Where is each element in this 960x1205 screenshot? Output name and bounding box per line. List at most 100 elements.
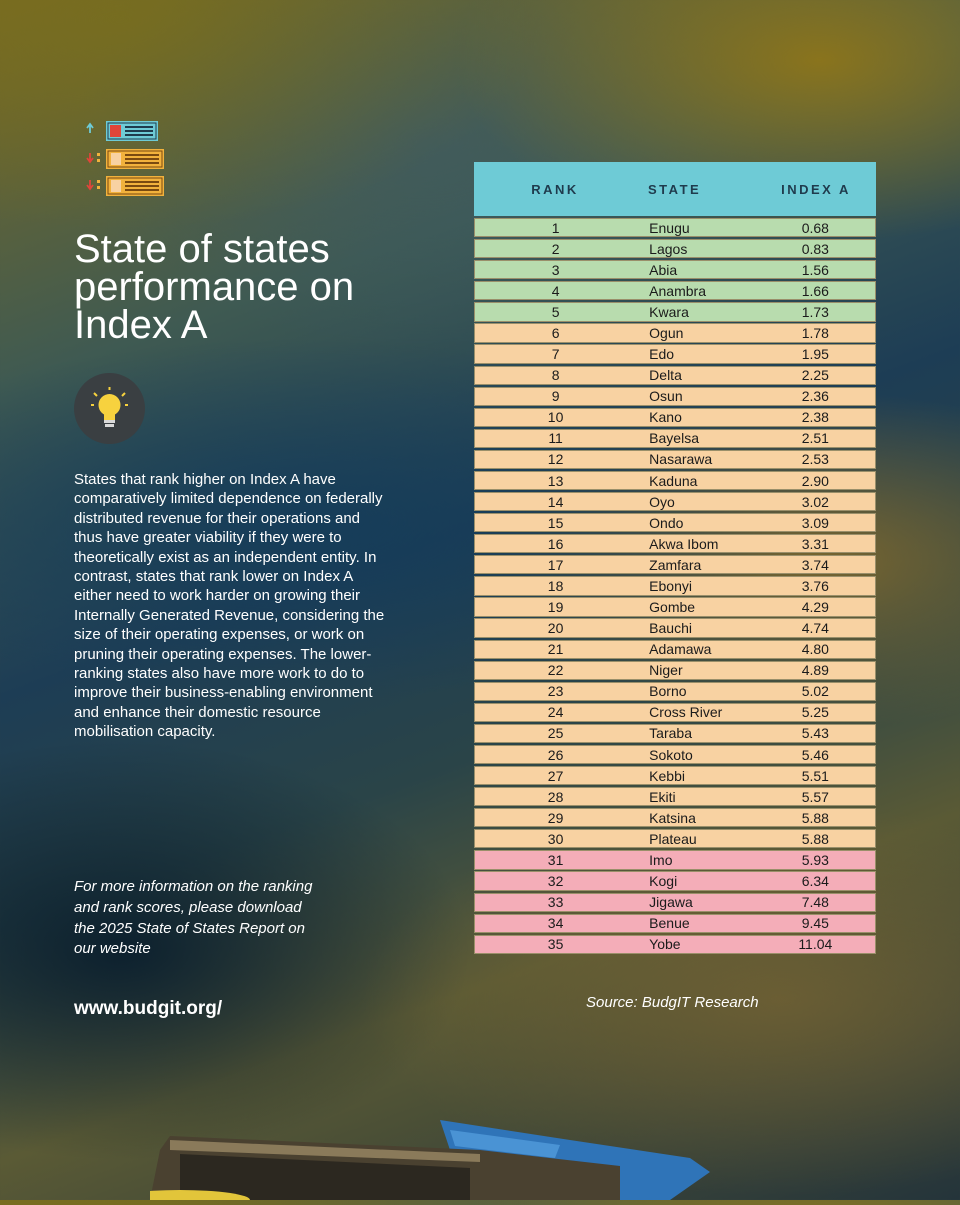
index-cell: 5.93: [801, 851, 829, 868]
index-cell: 2.51: [801, 430, 829, 447]
index-cell: 9.45: [801, 915, 829, 932]
index-cell: 3.74: [801, 556, 829, 573]
state-cell: Edo: [649, 346, 675, 363]
table-row: 32 Kogi 6.34: [474, 871, 876, 891]
rank-cell: 18: [547, 577, 564, 594]
rank-cell: 6: [551, 324, 560, 341]
rank-cell: 31: [547, 851, 564, 868]
state-cell: Kwara: [649, 303, 689, 320]
rank-cell: 34: [547, 915, 564, 932]
rank-cell: 25: [547, 725, 564, 742]
table-row: 27 Kebbi 5.51: [474, 766, 876, 786]
index-cell: 5.88: [801, 809, 829, 826]
table-row: 29 Katsina 5.88: [474, 808, 876, 828]
rank-cell: 33: [547, 894, 564, 911]
state-cell: Abia: [649, 261, 678, 278]
table-row: 12 Nasarawa 2.53: [474, 449, 876, 470]
rank-cell: 8: [551, 367, 560, 384]
index-cell: 5.46: [801, 746, 829, 763]
rank-cell: 13: [547, 472, 564, 489]
index-cell: 0.83: [801, 240, 829, 257]
index-cell: 4.74: [801, 620, 829, 637]
website-link[interactable]: www.budgit.org/: [74, 998, 223, 1019]
rank-cell: 1: [551, 219, 560, 236]
state-cell: Imo: [649, 851, 673, 868]
state-cell: Kano: [649, 409, 682, 426]
index-cell: 3.76: [801, 577, 829, 594]
table-row: 26 Sokoto 5.46: [474, 744, 876, 765]
index-cell: 2.25: [801, 367, 829, 384]
index-cell: 5.51: [801, 767, 829, 784]
table-row: 25 Taraba 5.43: [474, 723, 876, 744]
index-cell: 2.53: [801, 451, 829, 468]
state-cell: Bayelsa: [649, 430, 699, 447]
state-cell: Zamfara: [649, 556, 702, 573]
index-cell: 2.36: [801, 388, 829, 405]
index-cell: 1.73: [801, 303, 829, 320]
boat-illustration: [110, 1110, 870, 1205]
rank-cell: 14: [547, 493, 564, 510]
rank-cell: 28: [547, 788, 564, 805]
rank-cell: 24: [547, 704, 564, 721]
state-cell: Delta: [649, 367, 682, 384]
state-cell: Borno: [649, 683, 687, 700]
index-cell: 11.04: [798, 936, 833, 953]
table-row: 24 Cross River 5.25: [474, 702, 876, 722]
rank-cell: 9: [551, 388, 560, 405]
rank-cell: 30: [547, 830, 564, 847]
state-cell: Oyo: [649, 493, 675, 510]
state-cell: Lagos: [649, 240, 688, 257]
table-row: 1 Enugu 0.68: [474, 218, 876, 238]
rank-cell: 21: [547, 641, 564, 658]
state-cell: Anambra: [649, 282, 706, 299]
rank-cell: 10: [547, 409, 564, 426]
table-row: 33 Jigawa 7.48: [474, 892, 876, 912]
state-cell: Ebonyi: [649, 577, 692, 594]
rank-cell: 20: [547, 620, 564, 637]
table-header: RANK STATE INDEX A: [474, 162, 876, 216]
state-cell: Kaduna: [649, 472, 698, 489]
rank-cell: 29: [547, 809, 564, 826]
index-cell: 5.02: [801, 683, 829, 700]
state-cell: Benue: [649, 915, 690, 932]
table-row: 7 Edo 1.95: [474, 344, 876, 364]
table-row: 30 Plateau 5.88: [474, 829, 876, 849]
lightbulb-icon: [74, 373, 145, 444]
table-body: 1 Enugu 0.68 2 Lagos 0.83 3 Abia 1.56 4 Anambra 1.6…: [474, 218, 876, 954]
table-row: 21 Adamawa 4.80: [474, 639, 876, 659]
index-cell: 5.88: [801, 830, 829, 847]
rank-cell: 2: [551, 240, 560, 257]
table-row: 11 Bayelsa 2.51: [474, 428, 876, 448]
index-cell: 4.29: [801, 599, 829, 615]
state-cell: Plateau: [649, 830, 697, 847]
rank-cell: 19: [547, 599, 564, 615]
table-row: 9 Osun 2.36: [474, 386, 876, 406]
state-cell: Enugu: [649, 219, 690, 236]
more-info-text: For more information on the ranking and …: [74, 878, 313, 958]
rank-cell: 26: [547, 746, 564, 763]
rank-cell: 12: [547, 451, 564, 468]
table-row: 13 Kaduna 2.90: [474, 470, 876, 491]
header-index: INDEX A: [781, 181, 851, 197]
state-cell: Yobe: [649, 936, 681, 953]
table-row: 22 Niger 4.89: [474, 660, 876, 680]
index-cell: 1.95: [801, 346, 829, 363]
rank-cell: 7: [551, 346, 560, 363]
index-cell: 1.56: [801, 261, 829, 278]
index-cell: 5.43: [801, 725, 829, 742]
table-row: 18 Ebonyi 3.76: [474, 576, 876, 596]
table-row: 14 Oyo 3.02: [474, 492, 876, 512]
index-cell: 7.48: [801, 894, 829, 911]
rank-cell: 15: [547, 514, 564, 531]
index-cell: 2.90: [801, 472, 829, 489]
ranking-table: RANK STATE INDEX A 1 Enugu 0.68 2 Lagos 0.83 3…: [474, 162, 876, 954]
index-cell: 0.68: [801, 219, 829, 236]
table-row: 3 Abia 1.56: [474, 260, 876, 280]
state-cell: Sokoto: [649, 746, 693, 763]
rank-cell: 4: [551, 282, 560, 299]
state-cell: Akwa Ibom: [649, 535, 719, 552]
state-cell: Osun: [649, 388, 683, 405]
table-row: 2 Lagos 0.83: [474, 239, 876, 259]
rank-cell: 17: [547, 556, 564, 573]
table-row: 23 Borno 5.02: [474, 681, 876, 701]
